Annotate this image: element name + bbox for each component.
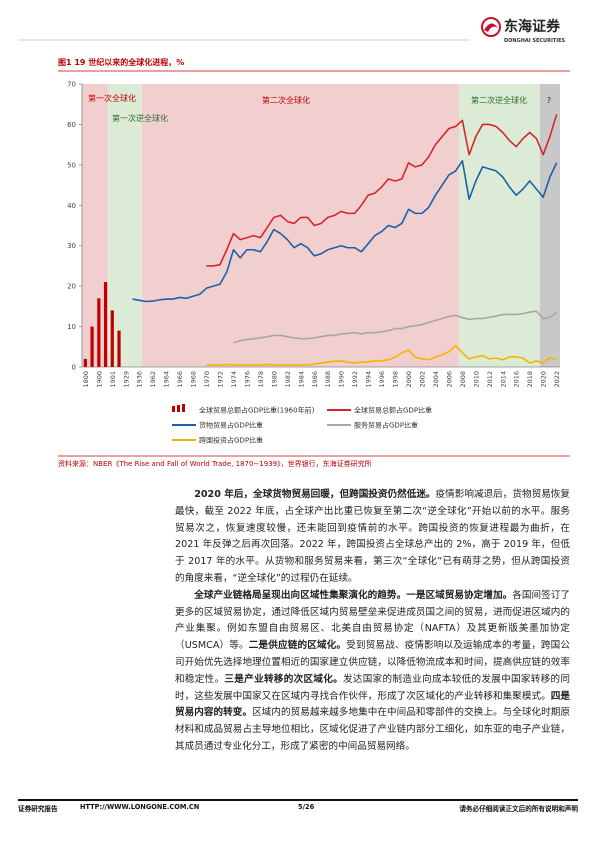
x-tick-label: 2008 xyxy=(459,371,467,388)
x-tick-label: 1900 xyxy=(95,371,103,388)
x-tick-label: 1800 xyxy=(82,371,90,388)
y-tick-label: 20 xyxy=(67,283,76,291)
text: 各国间签订了更多的区域贸易协定，通过降低区域内贸易壁垒来促进成员国之间的贸易，进… xyxy=(175,589,570,652)
bar xyxy=(97,298,101,367)
era-label: 第二次全球化 xyxy=(262,95,310,105)
y-tick-label: 40 xyxy=(67,202,76,210)
body-text: 2020 年后，全球货物贸易回暖，但跨国投资仍然低迷。疫情影响减退后，货物贸易恢… xyxy=(175,487,570,756)
footer-page: 5/26 xyxy=(298,803,315,811)
legend-label: 服务贸易占GDP比重 xyxy=(354,421,418,430)
y-tick-label: 10 xyxy=(67,323,76,331)
chart: 东海证券 DONGHAI SECURITIES 图1 19 世纪以来的全球化进程… xyxy=(18,17,570,468)
x-tick-label: 1982 xyxy=(284,371,292,388)
series-line xyxy=(132,160,558,303)
legend-label: 跨国投资占GDP比重 xyxy=(199,436,263,445)
series-line xyxy=(233,310,558,344)
series-line xyxy=(206,114,558,267)
x-tick-label: 1986 xyxy=(311,371,319,388)
legend-label: 货物贸易占GDP比重 xyxy=(199,421,263,430)
bar xyxy=(90,326,94,367)
era-band xyxy=(459,84,540,367)
legend-swatch xyxy=(177,405,180,412)
x-tick-label: 1990 xyxy=(338,371,346,388)
x-tick-label: 1988 xyxy=(324,371,332,388)
logo-en: DONGHAI SECURITIES xyxy=(504,38,565,44)
era-band xyxy=(539,84,560,367)
footer-right: 请务必仔细阅读正文后的所有说明和声明 xyxy=(459,805,578,813)
x-tick-label: 2018 xyxy=(526,371,534,388)
x-tick-label: 1978 xyxy=(257,371,265,388)
x-tick-label: 2014 xyxy=(499,371,507,388)
x-tick-label: 1964 xyxy=(163,371,171,388)
x-tick-label: 1966 xyxy=(176,371,184,388)
text: 区域内的贸易越来越多地集中在中间品和零部件的交换上。与全球化时期原材料和成品贸易… xyxy=(175,707,571,752)
bold-text: 2020 年后，全球货物贸易回暖，但跨国投资仍然低迷。 xyxy=(194,489,436,500)
y-tick-label: 50 xyxy=(67,161,76,169)
footer-rule xyxy=(18,799,578,801)
legend-swatch xyxy=(172,406,175,412)
x-tick-label: 1929 xyxy=(122,371,130,388)
paragraph: 2020 年后，全球货物贸易回暖，但跨国投资仍然低迷。疫情影响减退后，货物贸易恢… xyxy=(175,487,570,588)
x-tick-label: 1996 xyxy=(378,371,386,388)
x-tick-label: 1980 xyxy=(270,371,278,388)
footer-url: HTTP://WWW.LONGONE.COM.CN xyxy=(80,803,200,811)
logo-cn: 东海证券 xyxy=(504,18,561,35)
bold-text: 二是供应链的区域化。 xyxy=(248,640,347,652)
x-tick-label: 2012 xyxy=(486,371,494,388)
x-tick-label: 1970 xyxy=(203,371,211,388)
era-band xyxy=(82,84,109,367)
bold-text: 三是产业转移的次区域化。 xyxy=(224,673,344,685)
bold-text: 四是贸易内容的转变。 xyxy=(175,690,571,719)
x-tick-label: 2010 xyxy=(472,371,480,388)
x-tick-label: 1984 xyxy=(297,371,305,388)
figure-title: 图1 19 世纪以来的全球化进程，% xyxy=(58,57,184,67)
x-tick-label: 1974 xyxy=(230,371,238,388)
era-label: ? xyxy=(547,96,551,105)
era-label: 第一次全球化 xyxy=(88,93,136,103)
legend-label: 全球贸易总额占GDP比重 xyxy=(354,406,432,415)
bold-text: 全球产业链格局呈现出向区域性集聚演化的趋势。一是区域贸易协定增加。 xyxy=(194,589,513,601)
text: 疫情影响减退后，货物贸易恢复最快，截至 2022 年底，占全球产出比重已恢复至第… xyxy=(175,489,571,584)
legend-label: 全球贸易总额占GDP比重(1960年前) xyxy=(199,406,315,415)
x-tick-label: 2020 xyxy=(540,371,548,388)
logo-icon xyxy=(481,17,501,37)
x-tick-label: 2004 xyxy=(432,371,440,388)
y-tick-label: 30 xyxy=(67,242,76,250)
x-tick-label: 2016 xyxy=(513,371,521,388)
x-tick-label: 1994 xyxy=(365,371,373,388)
y-tick-label: 60 xyxy=(67,121,76,129)
y-tick-label: 70 xyxy=(67,81,76,89)
bar xyxy=(103,282,108,367)
legend-swatch xyxy=(182,404,185,412)
x-tick-label: 1968 xyxy=(190,371,198,388)
x-tick-label: 1972 xyxy=(217,371,225,388)
bar xyxy=(83,358,87,367)
bar xyxy=(110,310,114,367)
x-tick-label: 2022 xyxy=(553,371,561,388)
era-label: 第二次逆全球化 xyxy=(471,95,527,105)
x-tick-label: 1976 xyxy=(243,371,251,388)
y-tick-label: 0 xyxy=(72,364,76,372)
x-tick-label: 2006 xyxy=(445,371,453,388)
x-tick-label: 1936 xyxy=(136,371,144,388)
x-tick-label: 1992 xyxy=(351,371,359,388)
x-tick-label: 2000 xyxy=(405,371,413,388)
era-label: 第一次逆全球化 xyxy=(112,113,168,123)
paragraph: 全球产业链格局呈现出向区域性集聚演化的趋势。一是区域贸易协定增加。各国间签订了更… xyxy=(175,588,570,756)
figure-source: 资料来源：NBER《The Rise and Fall of World Tra… xyxy=(58,459,372,468)
bar xyxy=(117,330,121,367)
text: 受到贸易战、疫情影响以及运输成本的考量，跨国公司开始优先选择地理位置相近的国家建… xyxy=(175,640,571,685)
x-tick-label: 1901 xyxy=(109,371,117,388)
era-band xyxy=(141,84,460,367)
series-line xyxy=(206,344,557,366)
text: 发达国家的制造业向成本较低的发展中国家转移的同时，这些发展中国家又在区域内寻找合… xyxy=(175,673,571,702)
x-tick-label: 1998 xyxy=(392,371,400,388)
footer-left: 证券研究报告 xyxy=(18,805,58,813)
x-tick-label: 1962 xyxy=(149,371,157,388)
x-tick-label: 2002 xyxy=(418,371,426,388)
